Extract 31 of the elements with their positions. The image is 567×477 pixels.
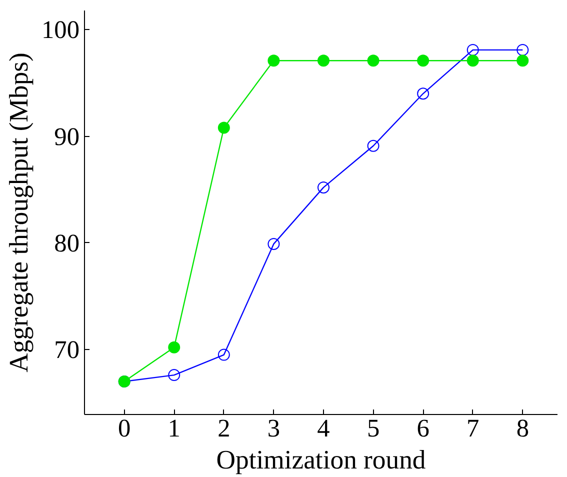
- point: [218, 348, 230, 361]
- x-tick-label: 0: [118, 414, 131, 442]
- x-tick-label: 2: [218, 414, 230, 442]
- point: [317, 181, 330, 194]
- x-tick-label: 1: [168, 414, 180, 442]
- y-tick-label: 100: [42, 16, 80, 44]
- point: [218, 122, 230, 134]
- point: [466, 44, 479, 56]
- x-tick-label: 8: [516, 414, 529, 442]
- x-tick-label: 6: [416, 414, 430, 442]
- x-tick-label: 5: [366, 414, 380, 442]
- point: [417, 54, 430, 67]
- point: [466, 54, 479, 67]
- point: [417, 88, 430, 100]
- y-axis-title: Aggregate throughput (Mbps): [4, 52, 34, 372]
- x-tick-label: 3: [267, 414, 280, 442]
- y-tick-label: 80: [54, 229, 80, 258]
- point: [268, 238, 280, 250]
- point: [516, 54, 529, 67]
- x-tick-label: 7: [466, 414, 480, 442]
- point: [367, 140, 380, 152]
- y-tick-label: 70: [54, 336, 80, 364]
- x-tick-label: 4: [317, 414, 330, 442]
- x-axis-title: Optimization round: [216, 444, 426, 474]
- point: [317, 54, 330, 67]
- point: [168, 341, 180, 354]
- point: [367, 54, 380, 67]
- point: [268, 54, 280, 67]
- y-tick-label: 90: [54, 122, 80, 151]
- point: [516, 44, 529, 56]
- point: [168, 369, 180, 382]
